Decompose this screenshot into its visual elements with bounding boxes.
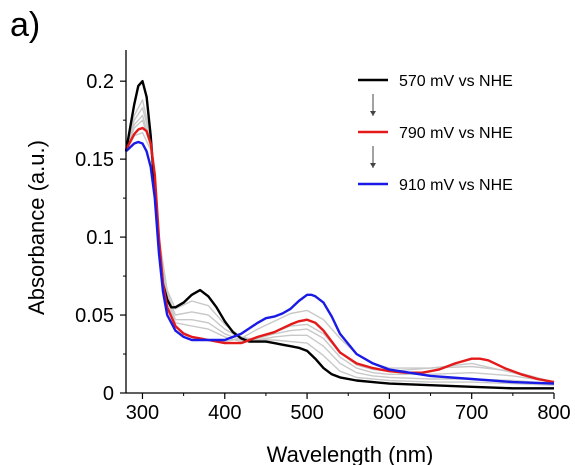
legend-arrow-head [370,111,376,116]
x-tick-label: 800 [537,402,570,424]
x-tick-label: 700 [455,402,488,424]
y-tick-label: 0 [103,383,114,405]
panel-label: a) [10,6,41,44]
legend-label: 790 mV vs NHE [399,125,513,142]
x-tick-label: 500 [290,402,323,424]
y-tick-label: 0.15 [75,149,114,171]
intermediate-line-3 [125,114,555,383]
x-axis-label: Wavelength (nm) [267,442,434,465]
y-axis-label: Absorbance (a.u.) [24,140,49,315]
intermediate-line-4 [125,119,555,383]
y-tick-label: 0.2 [86,71,114,93]
x-tick-label: 300 [126,402,159,424]
intermediate-line-2 [125,107,555,385]
intermediate-line-1 [125,99,555,386]
y-tick-label: 0.05 [75,305,114,327]
series-line-7 [125,140,555,385]
x-tick-label: 400 [208,402,241,424]
series-line-5 [124,126,555,384]
y-tick-label: 0.1 [86,227,114,249]
legend-arrow-head [370,163,376,168]
intermediate-line-6 [125,131,555,385]
legend-label: 570 mV vs NHE [399,73,513,90]
legend-label: 910 mV vs NHE [399,177,513,194]
x-tick-label: 600 [373,402,406,424]
